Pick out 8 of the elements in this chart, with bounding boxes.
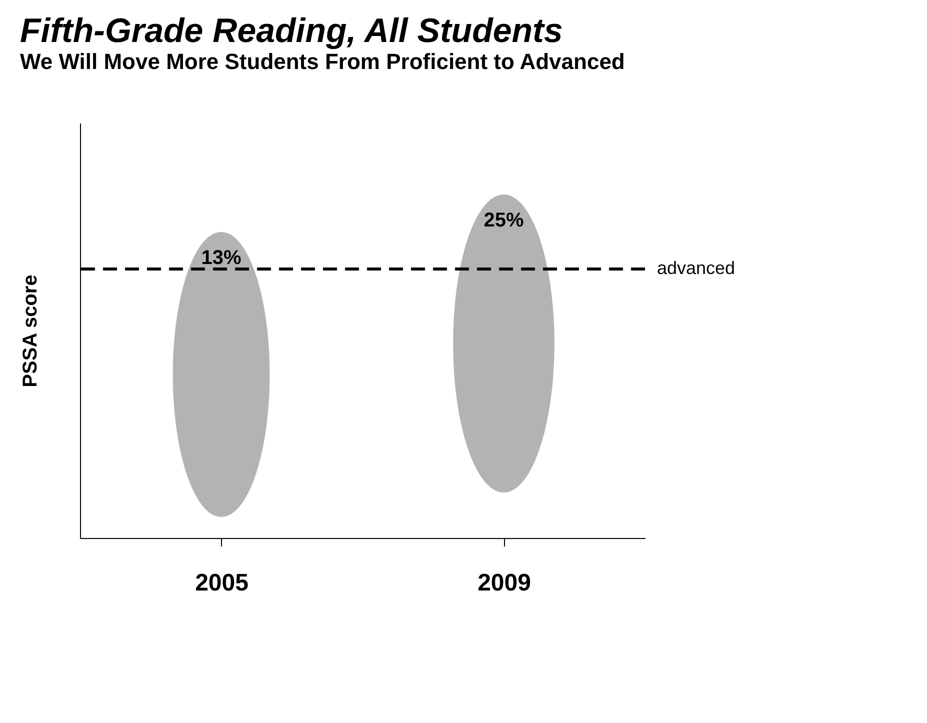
data-label: 13% <box>201 246 242 269</box>
category-label: 2005 <box>195 570 248 596</box>
text: PSSA score <box>20 274 42 388</box>
text: advanced <box>657 258 736 278</box>
category-label: 2009 <box>478 570 531 596</box>
data-label: 25% <box>484 210 524 232</box>
text: We Will Move More Students From Proficient to Advanced <box>20 49 625 74</box>
text: Fifth-Grade Reading, All Students <box>20 12 563 50</box>
